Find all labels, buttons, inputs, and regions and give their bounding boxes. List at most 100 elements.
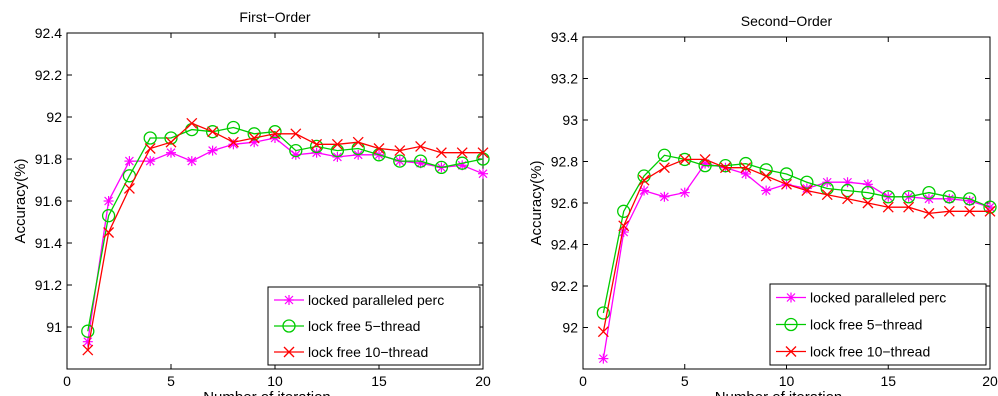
series-2-point: [143, 131, 157, 145]
series-2-point: [942, 190, 956, 204]
x-axis-label: Number of iteration: [715, 389, 843, 396]
series-line-2: [602, 154, 991, 314]
x-tick-label: 15: [880, 373, 896, 389]
y-tick-label: 92.8: [551, 154, 578, 170]
legend-marker: [786, 292, 796, 303]
y-tick-label: 91: [46, 319, 62, 335]
x-tick-label: 15: [371, 373, 387, 389]
series-3-point: [311, 138, 323, 150]
y-axis-label: Accuracy(%): [528, 160, 545, 245]
series-3-point: [394, 145, 406, 157]
series-3-point: [882, 201, 894, 213]
legend-label: locked paralleled perc: [308, 292, 444, 308]
series-1-point: [598, 353, 609, 364]
series-3-point: [597, 326, 609, 338]
series-2-point: [309, 139, 324, 154]
legend-marker: [283, 346, 295, 358]
x-axis-label: Number of iteration: [203, 389, 331, 396]
y-tick-label: 92.2: [551, 278, 578, 294]
x-tick-label: 0: [63, 373, 71, 389]
series-2-point: [861, 185, 875, 200]
y-tick-label: 91.8: [35, 151, 62, 167]
series-3-point: [740, 162, 752, 174]
series-3-point: [842, 193, 854, 205]
y-tick-label: 93.2: [551, 71, 578, 87]
series-3-point: [248, 132, 260, 144]
series-2-point: [164, 131, 178, 145]
y-tick-label: 92.6: [551, 195, 578, 211]
series-line-2: [87, 126, 484, 332]
series-1-point: [639, 185, 650, 196]
series-3-point: [165, 136, 177, 148]
legend-label: lock free 10−thread: [308, 344, 428, 360]
y-tick-label: 93: [562, 112, 578, 128]
y-axis-label: Accuracy(%): [12, 158, 29, 243]
series-3-point: [821, 189, 833, 201]
series-1-point: [679, 187, 690, 198]
series-3-point: [984, 205, 996, 217]
series-1-point: [166, 147, 176, 158]
x-tick-label: 5: [167, 373, 175, 389]
series-1-point: [207, 145, 218, 156]
series-2-point: [101, 209, 116, 223]
x-tick-label: 20: [475, 373, 491, 389]
legend-label: locked paralleled perc: [810, 290, 946, 306]
series-2-point: [289, 143, 303, 158]
series-3-point: [801, 185, 813, 197]
series-3-point: [290, 128, 302, 140]
series-3-point: [103, 227, 115, 238]
series-3-point: [331, 138, 343, 150]
legend-label: lock free 10−thread: [810, 344, 930, 360]
series-3-point: [699, 153, 711, 165]
y-tick-label: 92.4: [551, 237, 578, 253]
series-2-point: [963, 192, 977, 206]
series-3-point: [719, 162, 731, 174]
y-tick-label: 93.4: [551, 29, 578, 45]
series-2-point: [434, 160, 449, 175]
legend-label: lock free 5−thread: [308, 318, 420, 334]
legend: locked paralleled perc lock free 5−thread…: [267, 286, 481, 366]
series-1-point: [659, 191, 670, 202]
series-2-point: [413, 154, 428, 168]
y-tick-label: 92.2: [35, 67, 62, 83]
series-3-point: [923, 207, 935, 219]
series-3-point: [943, 205, 955, 217]
series-2-point: [881, 190, 895, 204]
series-2-point: [840, 183, 855, 198]
series-1-point: [124, 156, 135, 167]
x-tick-label: 20: [982, 373, 998, 389]
x-tick-label: 0: [579, 373, 587, 389]
series-3-point: [618, 220, 630, 232]
series-2-point: [226, 120, 241, 135]
y-tick-label: 91.6: [35, 193, 62, 209]
series-2-point: [800, 175, 814, 189]
legend-marker: [785, 346, 797, 357]
series-2-point: [268, 125, 282, 139]
first-order-chart: First−Order 0 5 10 15 20 91 91.2 91.4 91.6 91.8 92 9…: [12, 9, 491, 396]
x-tick-label: 10: [267, 373, 283, 389]
series-3-point: [781, 178, 792, 190]
series-3-point: [435, 147, 447, 159]
series-3-point: [144, 143, 156, 154]
legend-label: lock free 5−thread: [810, 317, 922, 333]
series-line-3: [602, 158, 990, 332]
series-3-point: [862, 197, 874, 209]
series-2-point: [739, 156, 753, 171]
series-2-point: [81, 324, 95, 338]
series-3-point: [477, 147, 489, 159]
legend-marker: [284, 295, 294, 305]
series-3-point: [373, 143, 385, 154]
series-2-point: [922, 185, 936, 200]
series-3-point: [227, 136, 239, 148]
series-3-point: [82, 344, 94, 356]
series-2-point: [247, 127, 261, 141]
series-1-point: [761, 185, 772, 196]
series-1-point: [186, 156, 197, 167]
y-tick-label: 92: [562, 320, 578, 336]
x-tick-label: 5: [681, 373, 689, 389]
series-2-point: [983, 200, 997, 214]
y-tick-label: 92.4: [35, 25, 62, 41]
x-tick-label: 10: [779, 373, 795, 389]
series-2-point: [596, 306, 610, 320]
